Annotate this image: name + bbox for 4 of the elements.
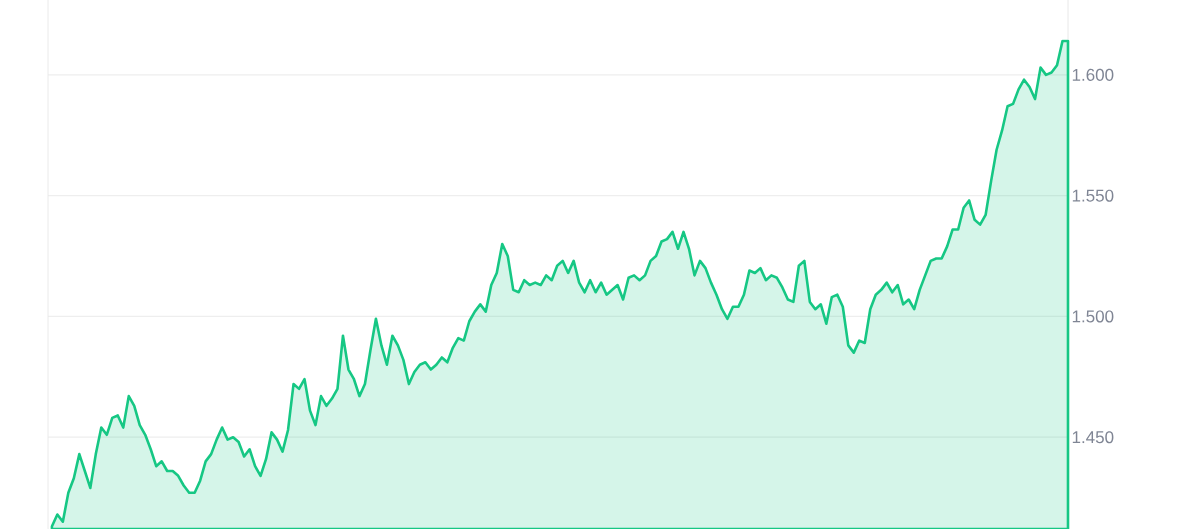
y-tick-label: 1.450 bbox=[1072, 431, 1114, 444]
y-tick-label: 1.500 bbox=[1072, 310, 1114, 323]
y-tick-label: 1.600 bbox=[1072, 68, 1114, 81]
y-tick-label: 1.550 bbox=[1072, 189, 1114, 202]
